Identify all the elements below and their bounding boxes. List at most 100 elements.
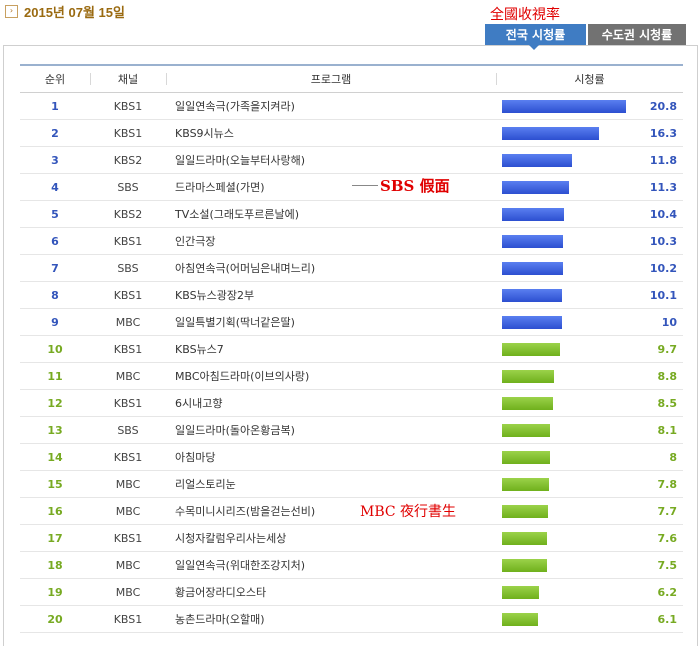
rating-cell: 10.1 <box>496 282 683 308</box>
table-row: 15 MBC 리얼스토리눈 7.8 <box>20 471 683 498</box>
rating-bar <box>502 288 562 302</box>
program-name: 수목미니시리즈(밤을걷는선비) <box>175 505 316 518</box>
rank-number: 10 <box>47 342 63 356</box>
rating-cell: 11.8 <box>496 147 683 173</box>
rating-bar <box>502 315 562 329</box>
rating-bar <box>502 585 539 599</box>
rating-cell: 11.3 <box>496 174 683 200</box>
program-name: TV소설(그래도푸르른날에) <box>175 208 300 221</box>
program-name: KBS뉴스광장2부 <box>175 289 255 302</box>
header-rank: 순위 <box>44 73 66 86</box>
rating-cell: 7.8 <box>496 471 683 497</box>
rating-value: 9.7 <box>657 342 678 356</box>
ratings-table: 순위 채널 프로그램 시청률 1 KBS1 일일연속극(가족을지켜라) 20.8 2 KB… <box>20 64 683 633</box>
rating-bar <box>502 261 563 275</box>
program-name: KBS9시뉴스 <box>175 127 234 140</box>
rating-cell: 10.4 <box>496 201 683 227</box>
rank-number: 18 <box>47 558 63 572</box>
channel-name: KBS1 <box>113 234 143 248</box>
channel-name: KBS1 <box>113 288 143 302</box>
table-row: 16 MBC 수목미니시리즈(밤을걷는선비) 7.7 <box>20 498 683 525</box>
rating-bar <box>502 180 569 194</box>
rank-number: 1 <box>51 99 59 113</box>
rank-number: 9 <box>51 315 59 329</box>
annotation-national-rating: 全國收視率 <box>490 7 560 23</box>
rating-value: 6.1 <box>657 612 678 626</box>
rating-value: 8.1 <box>657 423 678 437</box>
rating-cell: 10.2 <box>496 255 683 281</box>
rating-bar <box>502 369 554 383</box>
rank-number: 3 <box>51 153 59 167</box>
rating-bar <box>502 234 563 248</box>
rating-value: 6.2 <box>657 585 678 599</box>
channel-name: SBS <box>117 180 139 194</box>
rank-number: 7 <box>51 261 59 275</box>
arrow-right-icon: › <box>5 4 18 18</box>
rank-number: 13 <box>47 423 63 437</box>
table-row: 7 SBS 아침연속극(어머님은내며느리) 10.2 <box>20 255 683 282</box>
program-name: 인간극장 <box>175 235 216 248</box>
rating-cell: 7.5 <box>496 552 683 578</box>
rank-number: 19 <box>47 585 63 599</box>
program-name: 아침연속극(어머님은내며느리) <box>175 262 316 275</box>
channel-name: MBC <box>115 585 141 599</box>
rating-bar <box>502 396 553 410</box>
rating-cell: 16.3 <box>496 120 683 146</box>
rating-bar <box>502 531 547 545</box>
rank-number: 8 <box>51 288 59 302</box>
tab-capital-rating[interactable]: 수도권 시청률 <box>588 24 686 45</box>
program-name: 시청자칼럼우리사는세상 <box>175 532 287 545</box>
program-name: 리얼스토리눈 <box>175 478 236 491</box>
rating-value: 8.5 <box>657 396 678 410</box>
rating-bar <box>502 99 626 113</box>
rating-cell: 6.1 <box>496 606 683 632</box>
rating-value: 10.4 <box>649 207 677 221</box>
program-name: 6시내고향 <box>175 397 223 410</box>
channel-name: KBS1 <box>113 99 143 113</box>
table-row: 5 KBS2 TV소설(그래도푸르른날에) 10.4 <box>20 201 683 228</box>
rating-bar <box>502 558 547 572</box>
rating-value: 7.5 <box>657 558 678 572</box>
table-row: 3 KBS2 일일드라마(오늘부터사랑해) 11.8 <box>20 147 683 174</box>
program-name: 일일연속극(가족을지켜라) <box>175 100 295 113</box>
rating-value: 10.3 <box>649 234 677 248</box>
date-label: 2015년 07월 15일 <box>24 4 125 20</box>
channel-name: KBS1 <box>113 612 143 626</box>
rating-bar <box>502 477 549 491</box>
table-row: 10 KBS1 KBS뉴스7 9.7 <box>20 336 683 363</box>
channel-name: KBS1 <box>113 531 143 545</box>
rank-number: 14 <box>47 450 63 464</box>
program-name: 황금어장라디오스타 <box>175 586 267 599</box>
channel-name: MBC <box>115 558 141 572</box>
rank-number: 4 <box>51 180 59 194</box>
annotation-sbs: SBS 假面 <box>380 177 450 195</box>
channel-name: KBS2 <box>113 153 143 167</box>
rank-number: 15 <box>47 477 63 491</box>
table-row: 12 KBS1 6시내고향 8.5 <box>20 390 683 417</box>
table-row: 2 KBS1 KBS9시뉴스 16.3 <box>20 120 683 147</box>
header-rating: 시청률 <box>496 66 683 92</box>
header-program: 프로그램 <box>166 66 496 92</box>
rating-value: 16.3 <box>649 126 677 140</box>
rank-number: 5 <box>51 207 59 221</box>
tab-national-rating[interactable]: 전국 시청률 <box>485 24 586 45</box>
rank-number: 20 <box>47 612 63 626</box>
rating-value: 10 <box>661 315 677 329</box>
channel-name: KBS1 <box>113 342 143 356</box>
channel-name: SBS <box>117 423 139 437</box>
program-name: KBS뉴스7 <box>175 343 224 356</box>
program-name: MBC아침드라마(이브의사랑) <box>175 370 310 383</box>
program-name: 아침마당 <box>175 451 216 464</box>
channel-name: KBS1 <box>113 396 143 410</box>
rating-value: 7.6 <box>657 531 678 545</box>
rating-value: 11.3 <box>649 180 677 194</box>
rating-cell: 9.7 <box>496 336 683 362</box>
table-row: 14 KBS1 아침마당 8 <box>20 444 683 471</box>
rating-cell: 10.3 <box>496 228 683 254</box>
rating-bar <box>502 207 564 221</box>
rating-bar <box>502 153 572 167</box>
annotation-pointer-line <box>352 185 378 186</box>
rating-value: 20.8 <box>649 99 677 113</box>
table-row: 4 SBS 드라마스페셜(가면) 11.3 <box>20 174 683 201</box>
rating-value: 8.8 <box>657 369 678 383</box>
